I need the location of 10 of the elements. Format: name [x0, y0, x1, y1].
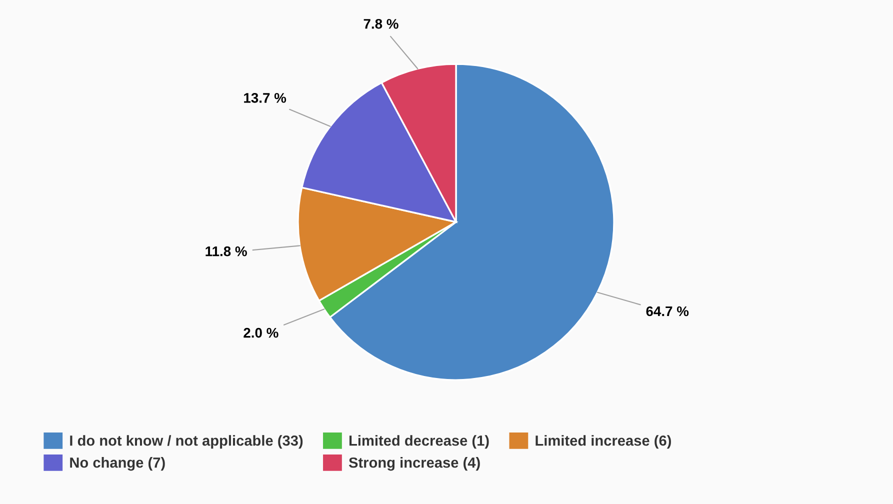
data-label: 7.8 % — [364, 18, 398, 29]
data-label: 13.7 % — [244, 92, 286, 103]
legend-label: I do not know / not applicable (33) — [70, 435, 303, 449]
legend-label: Limited decrease (1) — [349, 435, 489, 449]
legend-label: No change (7) — [70, 457, 165, 471]
data-label: 64.7 % — [646, 306, 689, 316]
legend-label: Strong increase (4) — [348, 457, 480, 471]
legend-label: Limited increase (6) — [536, 435, 671, 449]
data-label: 2.0 % — [244, 328, 278, 338]
data-label: 11.8 % — [206, 246, 247, 256]
